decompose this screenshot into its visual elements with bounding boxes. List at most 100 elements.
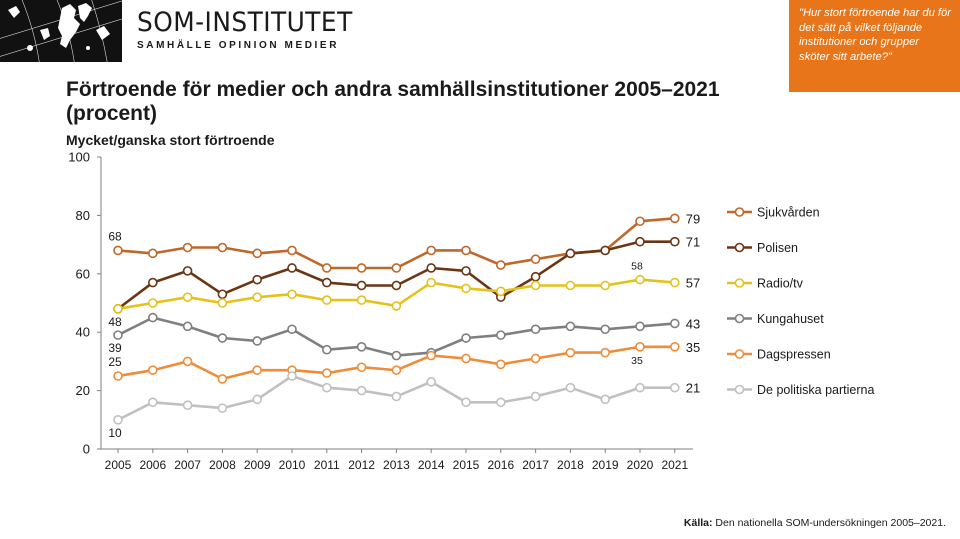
data-point-de-politiska-partierna [321,382,332,393]
data-point-polisen [669,236,680,247]
data-point-kungahuset [356,341,367,352]
data-point-de-politiska-partierna [635,382,645,393]
data-point-de-politiska-partierna [356,385,367,396]
x-tick-label: 2008 [209,458,236,472]
data-point-kungahuset [252,336,263,346]
data-point-kungahuset [182,321,193,332]
data-point-de-politiska-partierna [113,414,123,425]
legend-swatch-marker-de-politiska-partierna [734,384,745,395]
legend-entry-polisen: Polisen [757,241,798,255]
data-point-kungahuset [321,344,332,355]
data-point-sjukvården [426,245,437,256]
data-point-kungahuset [669,318,680,329]
data-point-de-politiska-partierna [530,391,541,402]
data-point-sjukvården [356,263,367,273]
data-point-radio-tv [565,280,576,291]
som-logo-map [0,0,122,62]
source-note: Källa: Den nationella SOM-undersökningen… [684,517,946,529]
data-point-radio-tv [461,283,471,294]
data-point-dagspressen [113,371,123,381]
data-point-kungahuset [113,330,123,340]
data-point-dagspressen [148,365,158,375]
legend-entry-dagspressen: Dagspressen [757,348,831,362]
data-point-polisen [635,236,645,247]
x-tick-label: 2013 [383,458,410,472]
data-point-polisen [391,280,402,291]
x-tick-label: 2017 [522,458,549,472]
y-tick-label: 0 [83,442,90,457]
data-point-sjukvården [287,245,297,256]
data-point-polisen [356,280,367,291]
data-point-radio-tv [426,277,437,288]
data-point-kungahuset [565,321,576,332]
data-point-radio-tv [635,274,645,285]
data-label-de-politiska-partierna: 10 [108,426,122,440]
data-label-de-politiska-partierna: 21 [686,381,700,396]
data-point-sjukvården [113,245,123,256]
data-point-radio-tv [321,295,332,305]
data-label-kungahuset: 43 [686,316,700,331]
data-point-de-politiska-partierna [565,382,576,393]
data-label-sjukvården: 68 [108,229,122,243]
data-point-sjukvården [182,242,193,253]
data-point-kungahuset [635,321,645,332]
survey-question-box: "Hur stort förtroende har du för det sät… [789,0,960,92]
x-tick-label: 2005 [105,458,132,472]
data-point-de-politiska-partierna [217,403,228,413]
brand-name: SOM-INSTITUTET [137,7,353,38]
x-tick-label: 2006 [139,458,166,472]
legend-swatch-marker-sjukvården [734,207,745,217]
data-point-radio-tv [252,292,263,302]
data-point-polisen [217,289,228,300]
data-point-kungahuset [495,330,506,340]
data-point-dagspressen [252,365,263,375]
data-point-radio-tv [113,304,123,314]
data-point-de-politiska-partierna [391,391,402,402]
data-point-kungahuset [391,350,402,361]
data-point-sjukvården [669,213,680,224]
data-point-de-politiska-partierna [461,397,471,408]
data-label-radio-tv: 48 [108,315,122,329]
data-point-polisen [426,263,437,273]
data-point-polisen [148,277,158,288]
y-tick-label: 40 [76,325,90,340]
series-line-kungahuset [117,316,675,357]
legend-swatch-marker-polisen [734,242,745,253]
brand-tagline: SAMHÄLLE OPINION MEDIER [137,40,340,51]
data-point-kungahuset [600,324,611,335]
data-label-dagspressen: 25 [108,355,122,369]
data-label-radio-tv: 57 [686,276,700,291]
data-point-dagspressen [600,347,611,358]
data-point-radio-tv [148,298,158,308]
data-label-polisen: 71 [686,235,700,250]
data-point-dagspressen [495,359,506,370]
data-point-polisen [252,274,263,285]
brand-block: SOM-INSTITUTET SAMHÄLLE OPINION MEDIER [137,7,371,52]
data-point-de-politiska-partierna [426,377,437,387]
data-point-polisen [182,266,193,276]
data-label-dagspressen: 35 [686,340,700,355]
data-point-radio-tv [495,286,506,297]
y-tick-label: 60 [76,266,90,281]
data-point-polisen [600,245,611,256]
data-point-sjukvården [148,248,158,259]
data-label-radio-tv: 58 [631,261,643,273]
data-point-dagspressen [635,341,645,352]
x-tick-label: 2009 [244,458,271,472]
data-point-kungahuset [217,333,228,343]
x-tick-label: 2020 [627,458,654,472]
legend-swatch-marker-dagspressen [734,349,745,359]
data-point-sjukvården [461,245,471,256]
x-tick-label: 2015 [453,458,480,472]
chart-subtitle: Mycket/ganska stort förtroende [66,132,275,148]
x-tick-label: 2012 [348,458,375,472]
data-point-radio-tv [391,301,402,311]
data-point-radio-tv [217,298,228,308]
data-point-dagspressen [182,356,193,367]
y-tick-label: 100 [68,150,90,165]
y-tick-label: 80 [76,208,90,223]
data-label-kungahuset: 39 [108,341,122,355]
data-point-dagspressen [461,353,471,364]
source-text: Den nationella SOM-undersökningen 2005–2… [715,517,946,529]
